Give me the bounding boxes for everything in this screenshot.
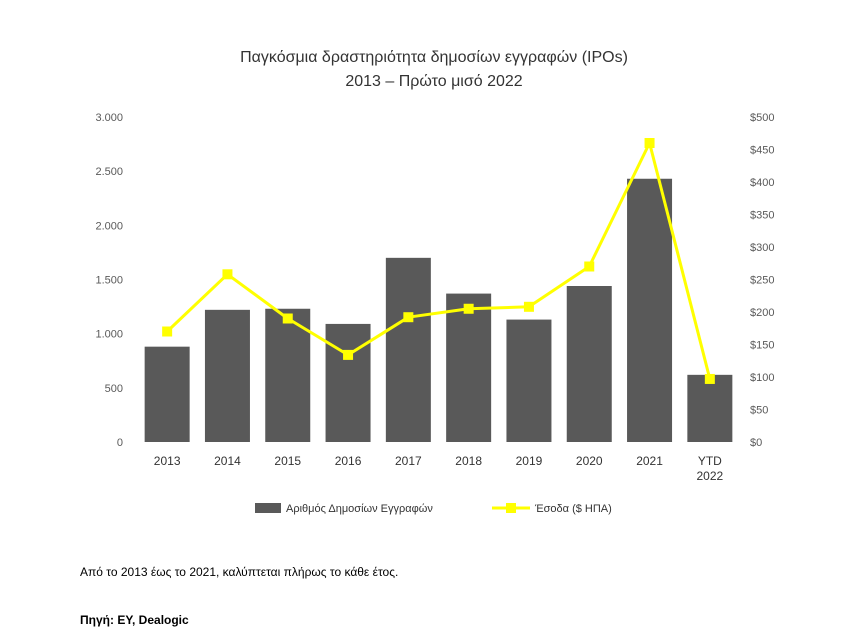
bar-2021 (627, 178, 673, 442)
source-credit: Πηγή: EY, Dealogic (80, 613, 189, 627)
revenue-point-2017 (403, 312, 414, 323)
revenue-point-2014 (222, 269, 233, 280)
y-left-tick-label: 2.000 (95, 220, 123, 232)
bar-2013 (144, 346, 190, 442)
y-right-tick-label: $250 (750, 275, 774, 287)
chart-subtitle: 2013 – Πρώτο μισό 2022 (345, 73, 522, 90)
y-right-tick-label: $400 (750, 177, 774, 189)
line-layer (162, 138, 715, 384)
bar-2014 (204, 309, 250, 442)
y-left-tick-label: 1.500 (95, 275, 123, 287)
y-right-tick-label: $450 (750, 145, 774, 157)
revenue-point-2021 (644, 138, 655, 148)
y-left-tick-label: 0 (117, 437, 123, 449)
y-left-tick-label: 3.000 (95, 112, 123, 124)
revenue-point-2015 (282, 313, 293, 324)
x-category-label: YTD 2022 (696, 454, 723, 483)
x-category-label: 2014 (214, 454, 241, 468)
axis-layer: 0 500 1.000 1.500 2.000 2.500 3.000 $0 $50 $100 $1… (95, 112, 774, 483)
revenue-point-2019 (523, 301, 534, 312)
x-category-label: 2013 (154, 454, 181, 468)
revenue-point-ytd-2022 (704, 373, 715, 384)
x-category-label: 2016 (335, 454, 362, 468)
bar-ytd-2022 (687, 374, 733, 442)
bar-2016 (325, 323, 371, 442)
x-category-label: 2020 (576, 454, 603, 468)
y-left-tick-label: 2.500 (95, 166, 123, 178)
legend-bar-swatch (255, 503, 281, 513)
x-category-label: 2017 (395, 454, 422, 468)
y-right-tick-label: $200 (750, 307, 774, 319)
x-category-label: 2019 (516, 454, 543, 468)
bar-2019 (506, 319, 552, 442)
x-category-label: 2021 (636, 454, 663, 468)
x-category-label: 2018 (455, 454, 482, 468)
bar-2015 (265, 308, 311, 442)
legend: Αριθμός Δημοσίων Εγγραφών Έσοδα ($ ΗΠΑ) (255, 503, 612, 515)
y-right-tick-label: $0 (750, 437, 762, 449)
legend-line-marker (506, 503, 516, 513)
ipo-chart: Παγκόσμια δραστηριότητα δημοσίων εγγραφώ… (95, 49, 774, 515)
y-right-tick-label: $500 (750, 112, 774, 124)
revenue-line (166, 141, 712, 380)
y-left-tick-label: 500 (105, 383, 123, 395)
y-right-tick-label: $150 (750, 340, 774, 352)
revenue-point-2016 (343, 349, 354, 360)
y-right-tick-label: $300 (750, 242, 774, 254)
y-right-tick-label: $100 (750, 372, 774, 384)
bars-layer (144, 178, 733, 442)
footnote: Από το 2013 έως το 2021, καλύπτεται πλήρ… (80, 565, 399, 579)
chart-title: Παγκόσμια δραστηριότητα δημοσίων εγγραφώ… (240, 49, 628, 66)
y-right-tick-label: $50 (750, 405, 768, 417)
x-category-label: 2015 (274, 454, 301, 468)
revenue-point-2013 (162, 326, 173, 337)
bar-2020 (566, 286, 612, 442)
revenue-point-2020 (584, 261, 595, 272)
legend-bar-label: Αριθμός Δημοσίων Εγγραφών (286, 503, 433, 515)
y-left-tick-label: 1.000 (95, 329, 123, 341)
y-right-tick-label: $350 (750, 210, 774, 222)
revenue-point-2018 (463, 303, 474, 314)
bar-2017 (385, 257, 431, 442)
legend-line-label: Έσοδα ($ ΗΠΑ) (534, 503, 612, 515)
bar-2018 (446, 293, 492, 442)
